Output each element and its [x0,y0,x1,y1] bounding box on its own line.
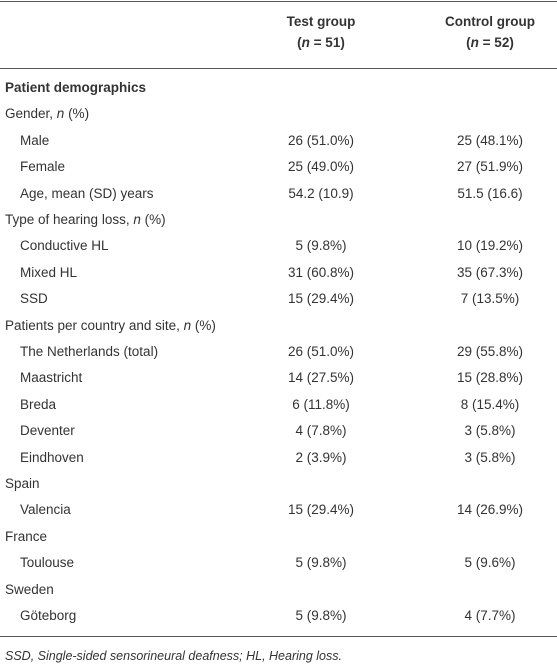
text-segment: n [301,35,310,50]
text-segment: (%) [140,212,166,227]
footnote: SSD, Single-sided sensorineural deafness… [5,649,342,663]
text-segment: n [56,106,65,122]
row-label: Valencia [20,502,71,518]
bottom-rule [0,636,557,637]
column-subtitle: (n = 51) [236,34,406,52]
row-label: Female [20,159,66,175]
group-label: Spain [5,476,40,491]
text-segment: = 51) [309,35,345,50]
header-rule [0,68,557,69]
row-label: Maastricht [20,370,83,386]
row-label: Breda [20,396,57,412]
cell-value: 5 (9.8%) [295,608,347,623]
cell-value: 4 (7.8%) [295,423,347,439]
text-segment: (%) [64,106,90,122]
cell-value: 5 (9.8%) [295,555,347,571]
cell-value: 29 (55.8%) [456,344,524,359]
row-label: Göteborg [20,608,77,623]
cell-value: 25 (49.0%) [287,159,355,175]
row-label: Deventer [20,423,75,439]
group-label: Patients per country and site, n (%) [5,317,216,335]
text-segment: n [183,317,192,333]
row-label: Eindhoven [20,449,84,465]
row-label: Mixed HL [20,264,78,280]
cell-value: 15 (28.8%) [456,370,524,386]
row-label: The Netherlands (total) [20,344,159,359]
cell-value: 8 (15.4%) [460,396,520,412]
row-label: Age, mean (SD) years [20,185,154,201]
cell-value: 26 (51.0%) [287,132,355,148]
cell-value: 6 (11.8%) [292,396,350,412]
text-segment: Gender, [5,106,57,122]
cell-value: 3 (5.8%) [464,423,516,439]
cell-value: 7 (13.5%) [460,291,520,307]
cell-value: 5 (9.8%) [295,238,347,254]
text-segment: ( [297,35,302,50]
row-label: Male [20,132,50,148]
cell-value: 3 (5.8%) [464,449,516,465]
cell-value: 35 (67.3%) [456,264,524,280]
group-label: Sweden [5,581,54,597]
group-label: Type of hearing loss, n (%) [5,211,166,229]
row-label: SSD [20,291,48,307]
row-label: Conductive HL [20,238,109,254]
text-segment: (%) [191,317,216,333]
cell-value: 15 (29.4%) [287,502,355,518]
text-segment: Patients per country and site, [5,317,184,333]
cell-value: 4 (7.7%) [464,608,516,623]
cell-value: 51.5 (16.6) [457,185,523,201]
cell-value: 14 (27.5%) [287,370,355,386]
cell-value: 2 (3.9%) [295,449,347,465]
row-label: Toulouse [20,555,75,571]
text-segment: n [470,35,479,50]
column-title: Control group [445,14,535,29]
cell-value: 54.2 (10.9) [288,185,354,201]
group-label: France [5,528,48,544]
cell-value: 25 (48.1%) [456,132,524,148]
column-title: Test group [286,14,356,29]
group-label: Gender, n (%) [5,105,89,123]
cell-value: 5 (9.6%) [464,555,516,571]
cell-value: 14 (26.9%) [456,502,524,518]
text-segment: n [133,212,141,227]
cell-value: 27 (51.9%) [456,159,524,175]
cell-value: 26 (51.0%) [287,344,355,359]
column-subtitle: (n = 52) [405,34,557,52]
text-segment: = 52) [478,35,514,50]
cell-value: 31 (60.8%) [287,264,355,280]
text-segment: ( [466,35,471,50]
text-segment: Type of hearing loss, [5,212,134,227]
section-title: Patient demographics [5,80,147,95]
cell-value: 15 (29.4%) [287,291,355,307]
top-rule [0,1,557,2]
cell-value: 10 (19.2%) [456,238,524,254]
